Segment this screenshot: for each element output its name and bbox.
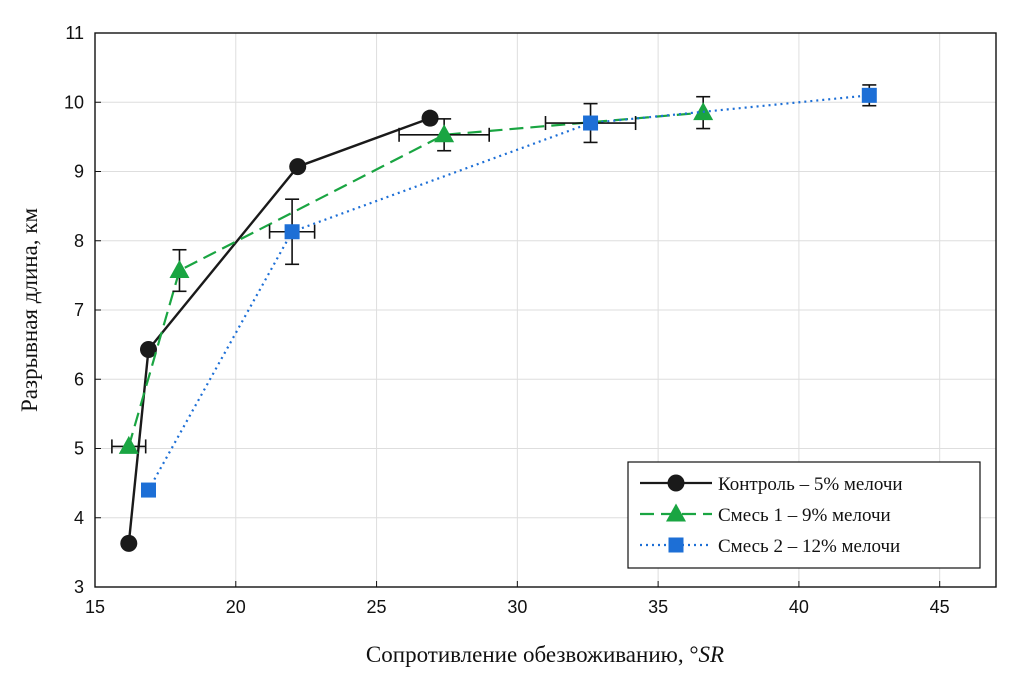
legend-marker (667, 474, 685, 492)
y-tick-label: 3 (74, 577, 84, 597)
y-tick-label: 8 (74, 231, 84, 251)
data-point (284, 224, 300, 240)
data-point (169, 260, 190, 279)
legend-marker (666, 503, 686, 522)
x-tick-label: 15 (85, 597, 105, 617)
legend-label: Смесь 2 – 12% мелочи (718, 536, 900, 557)
data-point (434, 124, 455, 143)
x-tick-label: 45 (930, 597, 950, 617)
legend-label: Контроль – 5% мелочи (718, 474, 903, 495)
y-axis-title: Разрывная длина, км (17, 208, 42, 412)
data-point (861, 87, 877, 103)
legend-marker (668, 537, 684, 553)
y-tick-label: 5 (74, 439, 84, 459)
series-layer (111, 84, 877, 552)
data-point (139, 340, 157, 358)
data-point (118, 435, 139, 454)
y-tick-label: 10 (64, 92, 84, 112)
x-axis-title: Сопротивление обезвоживанию, °SR (366, 642, 724, 667)
data-point (421, 109, 439, 127)
y-tick-label: 6 (74, 369, 84, 389)
x-tick-label: 20 (226, 597, 246, 617)
series-3 (140, 84, 877, 498)
data-point (583, 115, 599, 131)
y-tick-label: 11 (65, 23, 84, 43)
y-tick-label: 4 (74, 508, 84, 528)
data-point (120, 534, 138, 552)
x-tick-label: 40 (789, 597, 809, 617)
y-tick-label: 9 (74, 162, 84, 182)
x-axis-title-unit: SR (699, 642, 725, 667)
x-tick-label: 35 (648, 597, 668, 617)
legend-label: Смесь 1 – 9% мелочи (718, 505, 891, 526)
x-tick-label: 25 (367, 597, 387, 617)
data-point (140, 482, 156, 498)
x-axis-title-text: Сопротивление обезвоживанию, ° (366, 642, 699, 667)
legend: Контроль – 5% мелочи Смесь 1 – 9% мелочи С… (627, 461, 981, 569)
data-point (289, 158, 307, 176)
y-tick-label: 7 (74, 300, 84, 320)
x-tick-label: 30 (507, 597, 527, 617)
